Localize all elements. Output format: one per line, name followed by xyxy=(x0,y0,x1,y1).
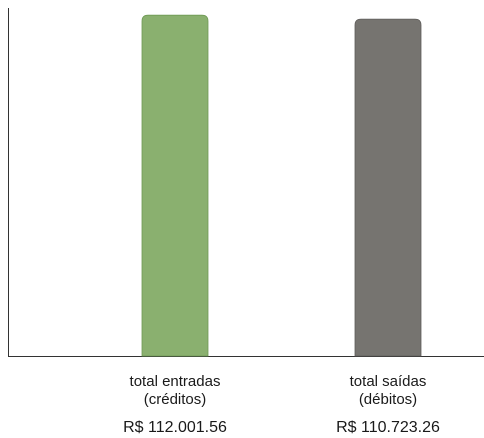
category-label-1: total entradas (créditos) xyxy=(130,373,221,408)
bar-1 xyxy=(141,14,209,357)
category-label-2: total saídas (débitos) xyxy=(350,373,427,408)
value-label-2: R$ 110.723.26 xyxy=(336,419,440,436)
bar-2 xyxy=(354,18,422,357)
value-label-1: R$ 112.001.56 xyxy=(123,419,227,436)
